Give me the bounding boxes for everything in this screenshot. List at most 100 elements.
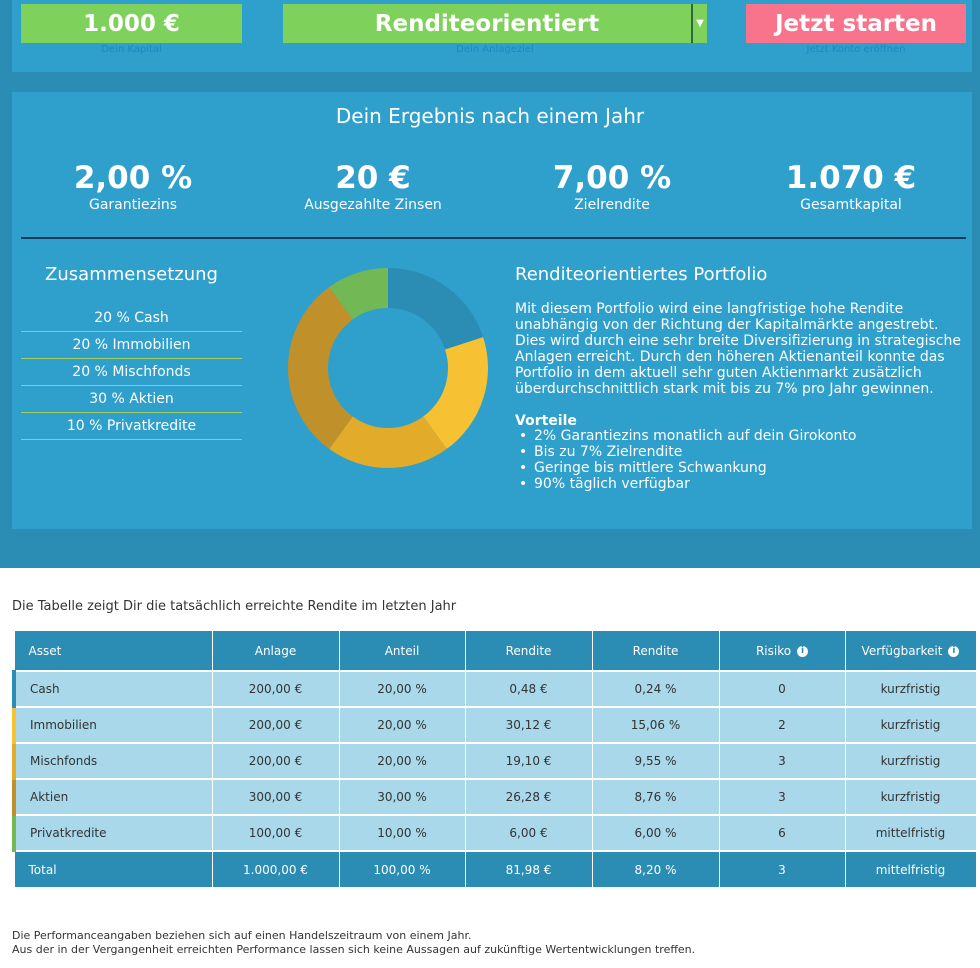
total-cell: 3 <box>718 850 846 889</box>
table-cell: 0 <box>718 670 846 708</box>
info-icon[interactable]: i <box>948 645 960 657</box>
info-icon[interactable]: i <box>797 645 809 657</box>
table-cell: kurzfristig <box>844 778 977 816</box>
total-cell: 8,20 % <box>591 850 720 889</box>
advantage-item: Bis zu 7% Zielrendite <box>515 444 857 460</box>
table-cell: 6,00 % <box>591 814 720 852</box>
table-cell: 200,00 € <box>211 670 340 708</box>
table-row: Immobilien 200,00 € 20,00 % 30,12 € 15,0… <box>12 706 977 744</box>
table-cell: 20,00 % <box>338 670 466 708</box>
total-cell: 1.000,00 € <box>211 850 340 889</box>
advantage-item: 90% täglich verfügbar <box>515 476 857 492</box>
table-cell: kurzfristig <box>844 742 977 780</box>
total-cell: 100,00 % <box>338 850 466 889</box>
asset-cell: Privatkredite <box>12 814 213 852</box>
table-cell: 200,00 € <box>211 742 340 780</box>
asset-cell: Aktien <box>12 778 213 816</box>
column-header: Anlage <box>211 630 340 672</box>
dropdown-arrow-icon[interactable]: ▼ <box>691 4 707 43</box>
table-cell: 20,00 % <box>338 742 466 780</box>
donut-segment <box>329 268 388 320</box>
composition-item: 10 % Privatkredite <box>21 413 242 440</box>
portfolio-title: Renditeorientiertes Portfolio <box>515 264 768 285</box>
table-cell: 30,00 % <box>338 778 466 816</box>
table-cell: 3 <box>718 778 846 816</box>
composition-item: 20 % Immobilien <box>21 332 242 359</box>
column-header: Asset <box>13 630 213 672</box>
column-header: Anteil <box>338 630 466 672</box>
advantages-list: 2% Garantiezins monatlich auf dein Girok… <box>515 428 857 492</box>
capital-input[interactable]: 1.000 € <box>21 4 242 43</box>
column-header: Risiko i <box>718 630 846 672</box>
column-header-label: Verfügbarkeit <box>861 643 943 658</box>
table-row: Cash 200,00 € 20,00 % 0,48 € 0,24 % 0 ku… <box>12 670 977 708</box>
table-cell: 30,12 € <box>464 706 593 744</box>
kpi-value: 1.070 € <box>785 160 917 196</box>
kpi-label: Garantiezins <box>88 197 178 213</box>
kpi-value: 7,00 % <box>552 160 672 196</box>
column-header-label: Risiko <box>755 643 792 658</box>
footnote: Die Performanceangaben beziehen sich auf… <box>12 929 695 957</box>
table-cell: 10,00 % <box>338 814 466 852</box>
table-cell: 8,76 % <box>591 778 720 816</box>
table-total-row: Total 1.000,00 € 100,00 % 81,98 € 8,20 %… <box>13 850 977 889</box>
composition-title: Zusammensetzung <box>45 264 218 285</box>
column-header: Rendite <box>464 630 593 672</box>
table-cell: mittelfristig <box>844 814 977 852</box>
table-header-row: Asset Anlage Anteil Rendite Rendite Risi… <box>13 630 977 672</box>
footnote-line: Die Performanceangaben beziehen sich auf… <box>12 929 472 942</box>
kpi-guarantee-rate: 2,00 % Garantiezins <box>13 158 253 212</box>
strategy-select[interactable]: Renditeorientiert <box>283 4 691 43</box>
kpi-value: 2,00 % <box>73 160 193 196</box>
advantage-item: 2% Garantiezins monatlich auf dein Girok… <box>515 428 857 444</box>
advantage-item: Geringe bis mittlere Schwankung <box>515 460 857 476</box>
composition-list: 20 % Cash 20 % Immobilien 20 % Mischfond… <box>21 305 242 440</box>
asset-cell: Immobilien <box>12 706 213 744</box>
portfolio-description: Mit diesem Portfolio wird eine langfrist… <box>515 301 961 397</box>
table-cell: 200,00 € <box>211 706 340 744</box>
table-cell: 0,24 % <box>591 670 720 708</box>
table-cell: 20,00 % <box>338 706 466 744</box>
table-caption: Die Tabelle zeigt Dir die tatsächlich er… <box>12 599 457 614</box>
table-cell: 300,00 € <box>211 778 340 816</box>
table-cell: kurzfristig <box>844 706 977 744</box>
total-cell: 81,98 € <box>464 850 593 889</box>
table-cell: 26,28 € <box>464 778 593 816</box>
start-button[interactable]: Jetzt starten <box>746 4 966 43</box>
donut-segment <box>423 337 488 449</box>
composition-item: 20 % Cash <box>21 305 242 332</box>
divider <box>21 237 966 239</box>
kpi-total-capital: 1.070 € Gesamtkapital <box>731 158 971 212</box>
advantages-title: Vorteile <box>515 413 577 429</box>
asset-cell: Cash <box>12 670 213 708</box>
donut-segment <box>329 416 447 468</box>
table-cell: 2 <box>718 706 846 744</box>
total-cell: mittelfristig <box>844 850 977 889</box>
column-header: Rendite <box>591 630 720 672</box>
kpi-label: Ausgezahlte Zinsen <box>304 197 442 213</box>
kpi-target-return: 7,00 % Zielrendite <box>492 158 732 212</box>
open-account-link[interactable]: Jetzt Konto eröffnen <box>806 44 906 55</box>
table-cell: 3 <box>718 742 846 780</box>
table-cell: 19,10 € <box>464 742 593 780</box>
result-title: Dein Ergebnis nach einem Jahr <box>335 104 645 128</box>
capital-label: Dein Kapital <box>101 44 162 55</box>
composition-item: 30 % Aktien <box>21 386 242 413</box>
table-cell: kurzfristig <box>844 670 977 708</box>
table-cell: 100,00 € <box>211 814 340 852</box>
asset-cell: Mischfonds <box>12 742 213 780</box>
composition-donut-chart <box>288 268 488 468</box>
table-row: Aktien 300,00 € 30,00 % 26,28 € 8,76 % 3… <box>12 778 977 816</box>
performance-table: Asset Anlage Anteil Rendite Rendite Risi… <box>12 630 977 889</box>
strategy-label: Dein Anlageziel <box>456 44 534 55</box>
table-cell: 15,06 % <box>591 706 720 744</box>
composition-item: 20 % Mischfonds <box>21 359 242 386</box>
donut-segment <box>388 268 484 350</box>
table-row: Mischfonds 200,00 € 20,00 % 19,10 € 9,55… <box>12 742 977 780</box>
table-cell: 0,48 € <box>464 670 593 708</box>
table-cell: 6 <box>718 814 846 852</box>
kpi-label: Gesamtkapital <box>800 197 902 213</box>
table-row: Privatkredite 100,00 € 10,00 % 6,00 € 6,… <box>12 814 977 852</box>
kpi-interest-paid: 20 € Ausgezahlte Zinsen <box>253 158 493 212</box>
kpi-label: Zielrendite <box>574 197 650 213</box>
